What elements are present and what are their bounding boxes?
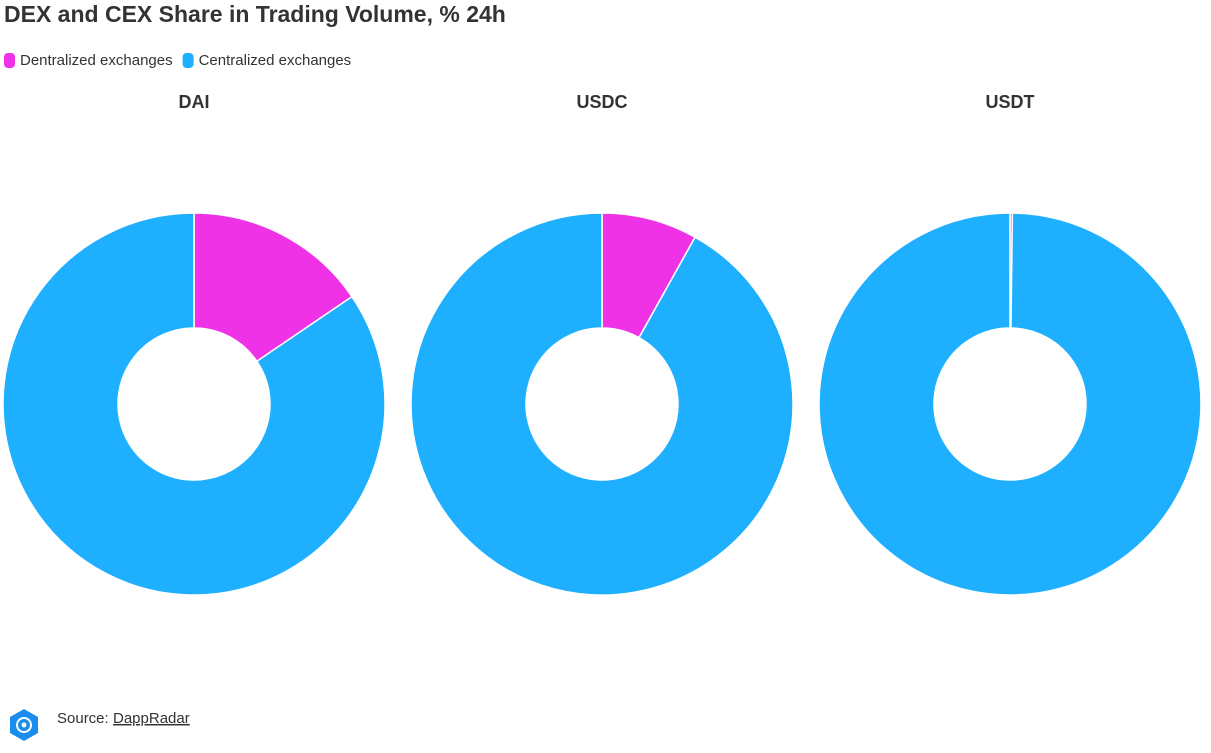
legend: Dentralized exchanges Centralized exchang… xyxy=(4,52,351,69)
source-label: Source: xyxy=(57,710,109,727)
legend-label: Dentralized exchanges xyxy=(20,52,173,69)
legend-swatch xyxy=(4,53,15,68)
source-icon xyxy=(10,709,38,741)
legend-swatch xyxy=(182,53,194,68)
pie-slice xyxy=(818,212,1202,596)
source-link[interactable]: DappRadar xyxy=(113,710,190,727)
pie-slice xyxy=(2,212,386,596)
legend-label: Centralized exchanges xyxy=(199,52,352,69)
pie-title: USDT xyxy=(986,92,1035,112)
pie-slice xyxy=(410,212,794,596)
pie-title: USDC xyxy=(576,92,627,112)
pie-slice xyxy=(193,212,354,363)
pie-title: DAI xyxy=(179,92,210,112)
chart-title: DEX and CEX Share in Trading Volume, % 2… xyxy=(4,1,506,27)
